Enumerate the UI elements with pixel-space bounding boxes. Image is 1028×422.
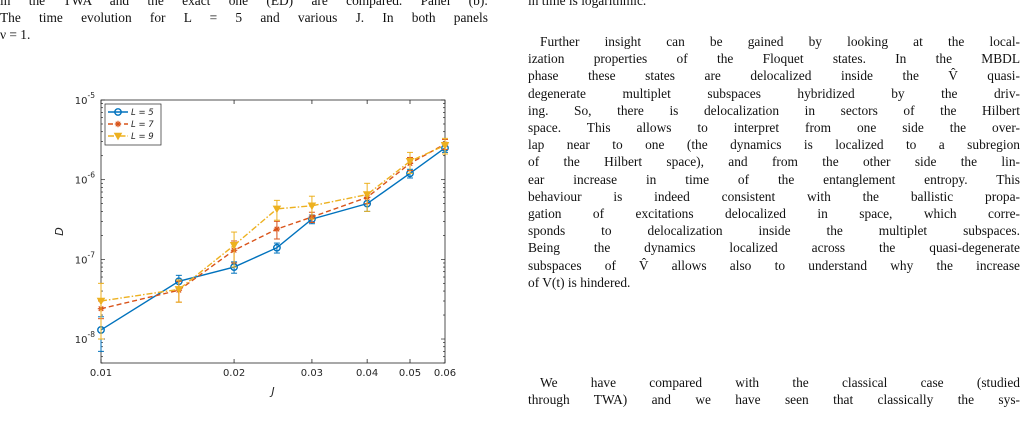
- figure-caption: in the TWA and the exact one (ED) are co…: [0, 0, 488, 44]
- text-line: gation of excitations delocalized in spa…: [528, 206, 1020, 222]
- data-point: [272, 205, 282, 214]
- text-line: of V(t) is hindered.: [528, 274, 631, 290]
- series-3: [96, 137, 450, 340]
- text-line: of the Hilbert space), and from the othe…: [528, 154, 1020, 170]
- text-line: in time is logarithmic.: [528, 0, 647, 8]
- x-tick-label: 0.01: [90, 368, 112, 379]
- series-2: [97, 138, 449, 320]
- data-point: [96, 297, 106, 306]
- text-line: subspaces of V̂ allows also to understan…: [528, 257, 1020, 273]
- text-line: behaviour is indeed consistent with the …: [528, 188, 1020, 204]
- text-line: ing. So, there is delocalization in sect…: [528, 102, 1020, 118]
- data-point: [405, 158, 415, 166]
- x-tick-label: 0.05: [399, 368, 421, 379]
- text-line: ization properties of the Floquet states…: [528, 51, 1020, 67]
- legend-marker: [113, 132, 123, 141]
- legend-label: L = 9: [131, 132, 154, 142]
- figure-plot: 0.01 0.02 0.03 0.04 0.05 0.06 10-8 10-7 10-6 10-5…: [53, 92, 456, 398]
- y-tick-label: 10-8: [75, 330, 95, 346]
- text-line: through TWA) and we have seen that class…: [528, 392, 1020, 408]
- caption-line: in the TWA and the exact one (ED) are co…: [0, 0, 488, 8]
- text-line: lap near to one (the dynamics is localiz…: [528, 137, 1020, 153]
- caption-line: The time evolution for L = 5 and various…: [0, 10, 488, 26]
- text-line: space. This allows to interpret from one…: [528, 120, 1020, 136]
- legend-marker: [114, 108, 122, 116]
- data-point: [307, 202, 317, 211]
- series-line: [100, 143, 446, 310]
- x-tick-label: 0.03: [301, 368, 323, 379]
- x-axis-label: J: [269, 385, 274, 398]
- text-line: Being the dynamics localized across the …: [528, 240, 1020, 256]
- caption-line: ν = 1.: [0, 27, 31, 43]
- legend: L = 5 L = 7 L = 9: [104, 103, 162, 146]
- x-tick-label: 0.06: [434, 368, 456, 379]
- text-line: ear increase in time of the entanglement…: [528, 171, 1020, 187]
- data-point: [273, 225, 281, 233]
- text-line: We have compared with the classical case…: [540, 375, 1020, 390]
- x-tick-label: 0.02: [223, 368, 245, 379]
- series-line: [100, 147, 446, 331]
- series-1: [97, 143, 449, 352]
- legend-label: L = 5: [131, 108, 154, 118]
- axes-frame: [100, 99, 446, 364]
- data-point: [229, 242, 239, 250]
- text-line: Further insight can be gained by looking…: [540, 34, 1020, 49]
- data-point: [440, 142, 450, 150]
- data-point: [174, 286, 184, 294]
- y-tick-label: 10-5: [75, 92, 95, 107]
- data-point: [362, 191, 372, 200]
- text-line: degenerate multiplet subspaces hybridize…: [528, 85, 1020, 101]
- x-tick-label: 0.04: [356, 368, 378, 379]
- legend-marker: [114, 120, 122, 128]
- text-line: phase these states are delocalized insid…: [528, 68, 1020, 84]
- y-axis-label: D: [53, 227, 66, 235]
- y-tick-label: 10-6: [75, 171, 95, 187]
- paragraph-classical: We have compared with the classical case…: [528, 374, 1020, 408]
- legend-label: L = 7: [131, 120, 154, 130]
- data-point: [273, 243, 281, 252]
- text-line: sponds to delocalization inside the mult…: [528, 223, 1020, 239]
- paragraph-localization: Further insight can be gained by looking…: [528, 33, 1020, 291]
- y-tick-label: 10-7: [75, 250, 95, 266]
- paragraph-end: in time is logarithmic.: [528, 0, 1020, 9]
- series-line: [100, 144, 446, 302]
